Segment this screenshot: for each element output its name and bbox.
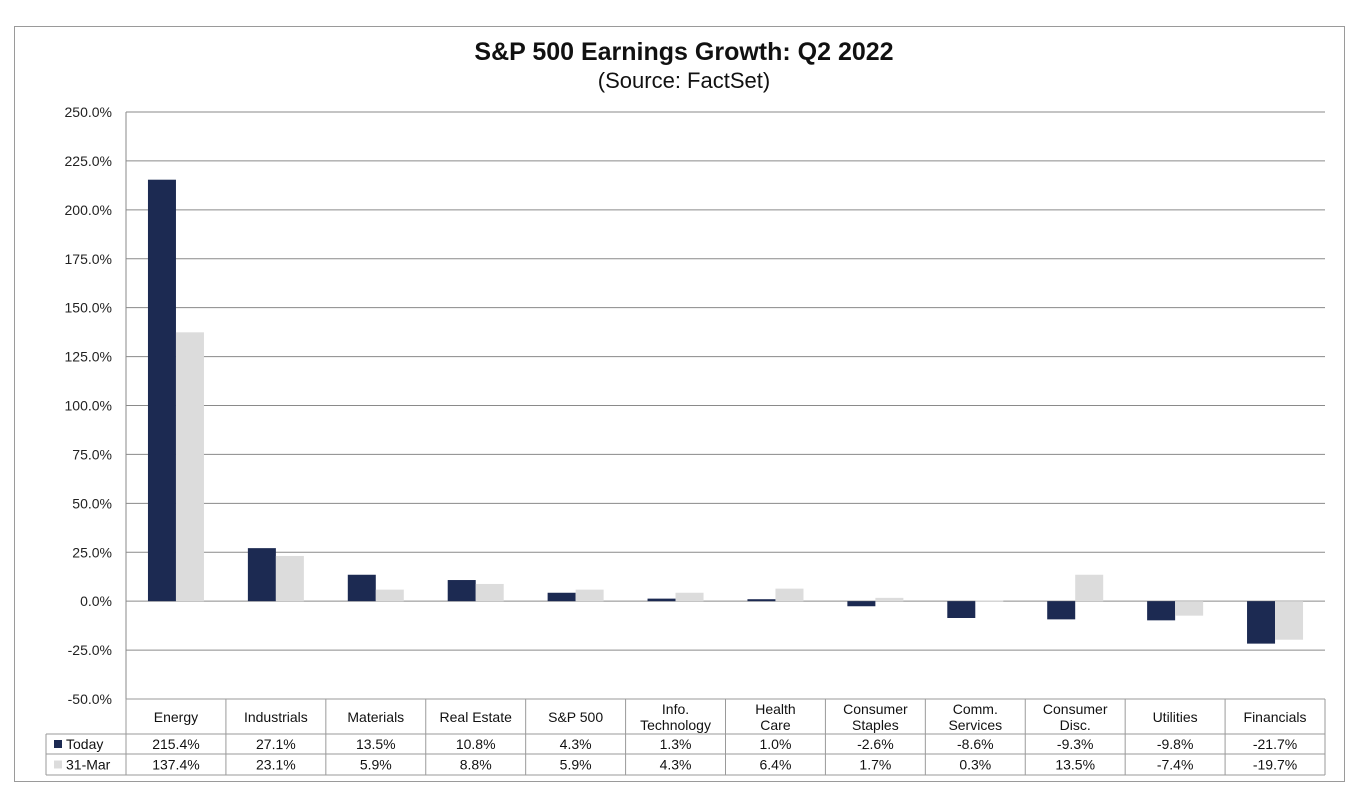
- category-label: S&P 500: [548, 709, 603, 725]
- y-tick-label: -50.0%: [68, 691, 112, 707]
- y-tick-label: 150.0%: [65, 300, 112, 316]
- legend-swatch: [54, 760, 62, 769]
- table-value: 23.1%: [256, 757, 296, 773]
- category-label: Energy: [154, 709, 198, 725]
- category-label: Financials: [1244, 709, 1307, 725]
- table-value: 1.3%: [660, 736, 692, 752]
- y-tick-label: 200.0%: [65, 202, 112, 218]
- category-label: Staples: [852, 717, 899, 733]
- y-tick-label: 100.0%: [65, 398, 112, 414]
- category-label: Real Estate: [440, 709, 513, 725]
- table-value: 10.8%: [456, 736, 496, 752]
- table-value: 1.0%: [759, 736, 791, 752]
- table-value: -2.6%: [857, 736, 894, 752]
- y-tick-label: 175.0%: [65, 251, 112, 267]
- table-value: 6.4%: [759, 757, 791, 773]
- y-tick-label: 25.0%: [72, 544, 112, 560]
- category-label: Consumer: [843, 701, 908, 717]
- bar-31-mar: [475, 583, 504, 602]
- table-value: 4.3%: [560, 736, 592, 752]
- category-label: Disc.: [1060, 717, 1091, 733]
- table-value: 8.8%: [460, 757, 492, 773]
- y-tick-label: 125.0%: [65, 349, 112, 365]
- chart-subtitle: (Source: FactSet): [597, 68, 771, 93]
- category-label: Care: [760, 717, 791, 733]
- table-value: 5.9%: [560, 757, 592, 773]
- y-axis-ticks: 250.0% 225.0% 200.0% 175.0% 150.0% 125.0% 100.…: [65, 104, 112, 707]
- table-value: 4.3%: [660, 757, 692, 773]
- chart-title: S&P 500 Earnings Growth: Q2 2022: [474, 38, 894, 66]
- category-label: Technology: [640, 717, 711, 733]
- table-value: 137.4%: [152, 757, 199, 773]
- bar-31-mar: [575, 589, 604, 602]
- table-value: 215.4%: [152, 736, 199, 752]
- chart-frame: [14, 26, 1345, 782]
- category-label: Utilities: [1153, 709, 1198, 725]
- table-value: -9.8%: [1157, 736, 1194, 752]
- bar-today: [247, 548, 276, 602]
- y-tick-label: 75.0%: [72, 446, 112, 462]
- category-label: Services: [948, 717, 1002, 733]
- bar-31-mar: [1275, 601, 1304, 640]
- table-value: 1.7%: [859, 757, 891, 773]
- table-value: 13.5%: [356, 736, 396, 752]
- table-value: -8.6%: [957, 736, 994, 752]
- legend-label: Today: [66, 736, 103, 752]
- table-value: 13.5%: [1055, 757, 1095, 773]
- bar-31-mar: [1175, 601, 1204, 616]
- legend-swatch: [54, 740, 62, 748]
- category-label: Consumer: [1043, 701, 1108, 717]
- bar-today: [347, 574, 376, 602]
- bar-today: [447, 580, 476, 602]
- y-tick-label: 0.0%: [80, 593, 112, 609]
- table-value: 5.9%: [360, 757, 392, 773]
- bar-31-mar: [375, 589, 404, 602]
- table-value: 0.3%: [959, 757, 991, 773]
- legend-label: 31-Mar: [66, 757, 111, 773]
- category-label: Materials: [347, 709, 404, 725]
- bar-today: [1147, 601, 1176, 621]
- bars: [147, 179, 1304, 644]
- bar-31-mar: [975, 600, 1004, 602]
- bar-today: [847, 601, 876, 607]
- table-value: -9.3%: [1057, 736, 1094, 752]
- bar-31-mar: [175, 332, 204, 602]
- bar-31-mar: [875, 597, 904, 602]
- bar-today: [147, 179, 176, 602]
- gridlines: [125, 111, 1325, 699]
- category-label: Health: [755, 701, 795, 717]
- table-value: 27.1%: [256, 736, 296, 752]
- bar-31-mar: [275, 555, 304, 602]
- table-value: -19.7%: [1253, 757, 1297, 773]
- table-value: -21.7%: [1253, 736, 1297, 752]
- y-tick-label: 250.0%: [65, 104, 112, 120]
- y-tick-label: -25.0%: [68, 642, 112, 658]
- bar-today: [647, 598, 676, 602]
- bar-today: [547, 592, 576, 602]
- table-value: -7.4%: [1157, 757, 1194, 773]
- bar-today: [1047, 601, 1076, 620]
- bar-31-mar: [1075, 574, 1104, 602]
- data-table: Energy Industrials Materials Real Estate S&P…: [45, 698, 1326, 776]
- bar-today: [1247, 601, 1276, 644]
- category-label: Info.: [662, 701, 689, 717]
- category-label: Industrials: [244, 709, 308, 725]
- y-tick-label: 225.0%: [65, 153, 112, 169]
- bar-31-mar: [675, 592, 704, 602]
- y-tick-label: 50.0%: [72, 495, 112, 511]
- category-label: Comm.: [953, 701, 998, 717]
- bar-31-mar: [775, 588, 804, 602]
- bar-today: [747, 599, 776, 602]
- bar-today: [947, 601, 976, 618]
